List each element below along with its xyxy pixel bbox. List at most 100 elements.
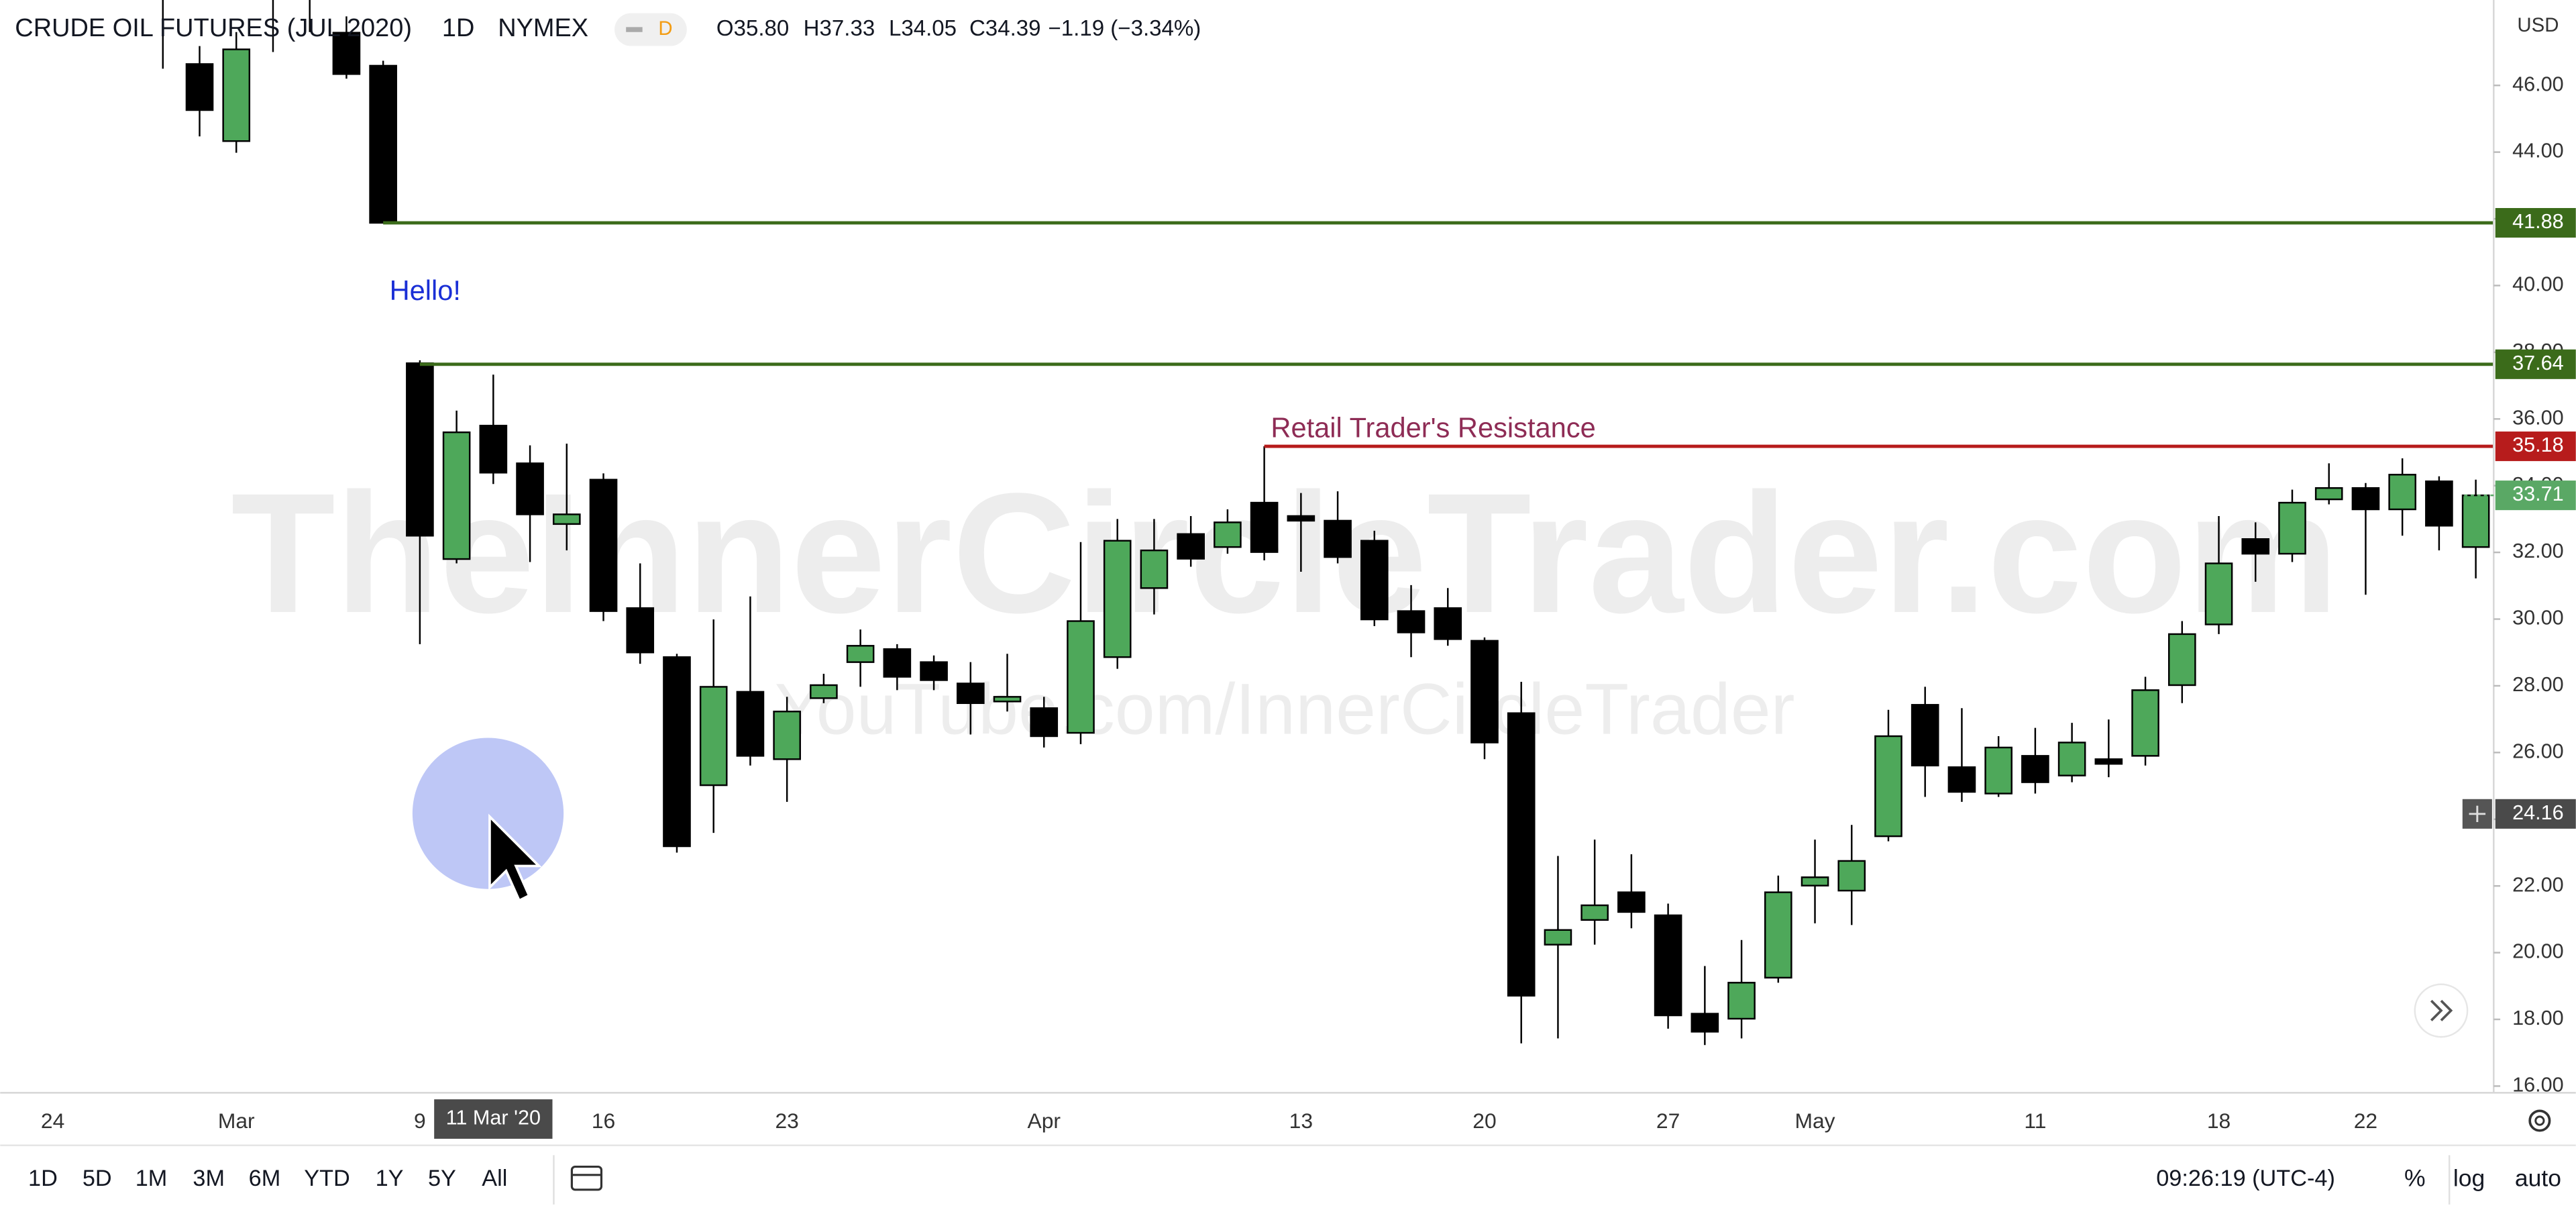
candle-body bbox=[2057, 742, 2086, 776]
candle-body bbox=[846, 645, 875, 663]
y-tick-label: 44.00 bbox=[2512, 140, 2564, 162]
candle-body bbox=[2314, 487, 2343, 501]
candle-body bbox=[2351, 487, 2380, 511]
last-price-box bbox=[2495, 480, 2576, 511]
plot-area bbox=[162, 0, 2494, 1046]
candle-body bbox=[185, 63, 214, 111]
range-button[interactable]: 1M bbox=[136, 1166, 168, 1191]
candle-body bbox=[516, 462, 544, 515]
candle-body bbox=[1911, 704, 1939, 766]
candle-body bbox=[222, 48, 251, 142]
x-tick-label: Apr bbox=[1027, 1109, 1061, 1133]
x-tick-label: 24 bbox=[41, 1109, 64, 1133]
range-button[interactable]: 3M bbox=[193, 1166, 225, 1191]
y-tick-label: 46.00 bbox=[2512, 72, 2564, 95]
level-price-label: 35.18 bbox=[2512, 434, 2564, 456]
x-tick-label: 18 bbox=[2207, 1109, 2231, 1133]
x-tick-label: 22 bbox=[2354, 1109, 2377, 1133]
candle-body bbox=[1360, 540, 1389, 621]
range-button[interactable]: All bbox=[482, 1166, 507, 1191]
status-badge: D bbox=[658, 17, 672, 40]
candle-body bbox=[552, 513, 581, 525]
candle-body bbox=[2094, 758, 2123, 765]
candle-body bbox=[1140, 549, 1169, 589]
watermark: TheInnerCircleTrader.com bbox=[231, 457, 2339, 648]
range-button[interactable]: 5D bbox=[83, 1166, 112, 1191]
toolbar: 1D 5D 1M 3M 6M YTD 1Y 5Y All 09:26:19 (UTC-4)% log… bbox=[28, 1165, 2561, 1192]
crosshair-date-label: 11 Mar '20 bbox=[446, 1107, 541, 1129]
candle-body bbox=[1947, 766, 1976, 793]
candle-body bbox=[1397, 610, 1426, 634]
range-button[interactable]: 1Y bbox=[376, 1166, 404, 1191]
candle-body bbox=[736, 691, 765, 757]
ohlc-value: −1.19 (−3.34%) bbox=[1048, 16, 1201, 41]
level-price-label: 41.88 bbox=[2512, 210, 2564, 233]
currency: USD bbox=[2517, 14, 2559, 36]
candle-body bbox=[1214, 521, 1242, 548]
candle-body bbox=[1874, 735, 1902, 838]
candle-body bbox=[1801, 876, 1829, 886]
candle-body bbox=[663, 656, 691, 848]
exchange: NYMEX bbox=[498, 14, 588, 42]
ohlc-value: H37.33 bbox=[804, 16, 875, 41]
candle-body bbox=[1287, 515, 1316, 522]
date-range-button[interactable] bbox=[570, 1165, 603, 1191]
ohlc-value: L34.05 bbox=[889, 16, 957, 41]
range-button[interactable]: 6M bbox=[249, 1166, 281, 1191]
settings-button[interactable] bbox=[2528, 1109, 2551, 1132]
candle-body bbox=[589, 478, 618, 612]
y-tick-label: 18.00 bbox=[2512, 1007, 2564, 1029]
ohlc-value: O35.80 bbox=[716, 16, 789, 41]
candle-body bbox=[1067, 620, 1095, 734]
x-tick-label: 23 bbox=[775, 1109, 798, 1133]
mouse-pointer bbox=[488, 813, 542, 903]
crosshair-date-box bbox=[434, 1099, 553, 1139]
ohlc-legend: O35.80 H37.33 L34.05 C34.39 −1.19 (−3.34%) bbox=[716, 16, 1201, 41]
range-button[interactable]: 1D bbox=[28, 1166, 58, 1191]
candle-body bbox=[1177, 533, 1205, 560]
candle-body bbox=[2461, 494, 2490, 548]
candle-body bbox=[1984, 746, 2012, 795]
candle-body bbox=[442, 431, 471, 560]
candle-body bbox=[699, 686, 728, 787]
x-tick-label: 20 bbox=[1472, 1109, 1496, 1133]
candle-body bbox=[479, 425, 508, 474]
y-tick-label: 16.00 bbox=[2512, 1073, 2564, 1096]
candle-body bbox=[920, 661, 948, 681]
candle-body bbox=[1434, 607, 1462, 640]
annotation: Hello! bbox=[390, 274, 461, 306]
candle-body bbox=[1030, 707, 1059, 738]
candle-body bbox=[2167, 633, 2196, 687]
candle-body bbox=[810, 684, 838, 699]
candle-body bbox=[1544, 929, 1572, 946]
y-tick-label: 40.00 bbox=[2512, 273, 2564, 296]
candle-body bbox=[406, 362, 434, 537]
ohlc-value: C34.39 bbox=[969, 16, 1041, 41]
y-tick-label: 32.00 bbox=[2512, 540, 2564, 562]
candle-body bbox=[1654, 914, 1682, 1017]
candle-body bbox=[2278, 501, 2306, 555]
candle-body bbox=[883, 648, 912, 678]
candle-body bbox=[626, 607, 655, 654]
candle-body bbox=[993, 696, 1022, 703]
scale-option[interactable]: % bbox=[2404, 1165, 2426, 1192]
level-price-box bbox=[2495, 349, 2576, 379]
level-price-label: 37.64 bbox=[2512, 352, 2564, 374]
range-button[interactable]: YTD bbox=[304, 1166, 350, 1191]
candle-body bbox=[2388, 474, 2416, 511]
y-tick-label: 26.00 bbox=[2512, 740, 2564, 762]
range-button[interactable]: 5Y bbox=[428, 1166, 456, 1191]
x-tick-label: 16 bbox=[592, 1109, 615, 1133]
watermark: YouTube.com/InnerCircleTrader bbox=[775, 668, 1795, 750]
level-note: Retail Trader's Resistance bbox=[1271, 412, 1595, 444]
scale-option[interactable]: log bbox=[2453, 1165, 2485, 1192]
scale-option[interactable]: auto bbox=[2515, 1165, 2561, 1192]
candle-body bbox=[1580, 904, 1609, 921]
status-pill[interactable] bbox=[614, 13, 687, 46]
candle-body bbox=[1507, 712, 1536, 997]
candle-body bbox=[2131, 689, 2159, 757]
symbol-title: CRUDE OIL FUTURES (JUL 2020) bbox=[15, 14, 412, 42]
